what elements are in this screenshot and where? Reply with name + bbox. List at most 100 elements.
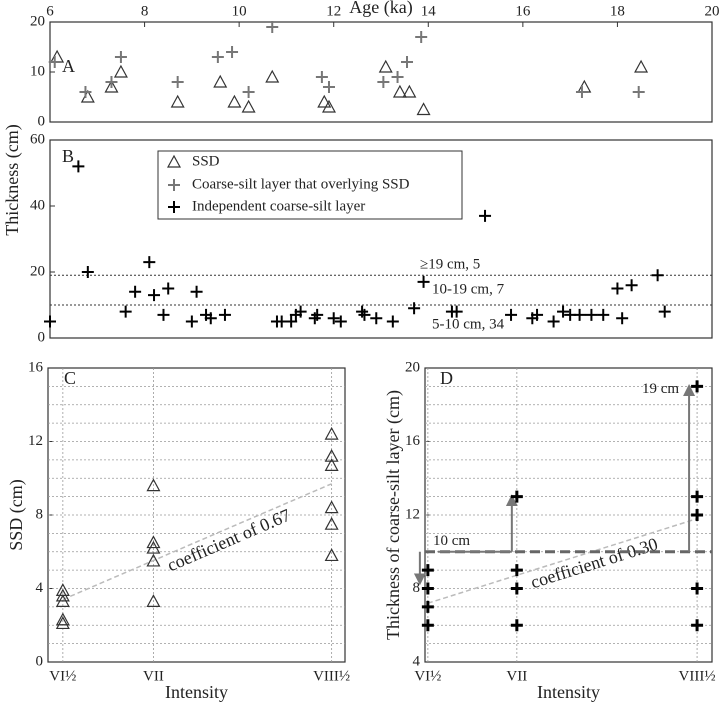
plus-point — [114, 51, 127, 63]
y-tick-label: 16 — [28, 359, 44, 375]
legend-label: Independent coarse-silt layer — [192, 198, 365, 214]
trend-line — [62, 483, 332, 601]
plus-point — [386, 315, 399, 328]
x-tick-label: 10 — [232, 3, 247, 19]
plus-point — [190, 285, 203, 298]
triangle-point — [416, 102, 431, 116]
plus-point — [510, 582, 523, 595]
arrow-label: 19 cm — [642, 381, 679, 397]
legend-box — [157, 150, 463, 220]
plus-point — [531, 308, 544, 321]
plus-point — [408, 302, 421, 315]
plus-point — [391, 71, 404, 83]
plus-point — [79, 86, 92, 98]
plus-point — [211, 51, 224, 63]
y-tick-label: 60 — [30, 131, 45, 147]
plus-point — [72, 160, 85, 173]
triangle-point — [324, 500, 339, 514]
plus-point — [691, 509, 704, 521]
x-tick-label: 6 — [46, 3, 54, 19]
x-tick-label: 8 — [141, 3, 149, 19]
panel-letter: C — [64, 368, 76, 388]
plus-point — [510, 490, 523, 503]
triangle-point — [113, 64, 128, 78]
plus-point — [415, 31, 428, 43]
triangle-point — [324, 426, 339, 440]
y-tick-label: 0 — [36, 653, 44, 669]
plus-point — [573, 308, 586, 321]
x-tick-label: VIII½ — [313, 668, 350, 684]
triangle-point — [265, 69, 280, 83]
plus-point — [510, 619, 523, 632]
annotation: 10-19 cm, 7 — [432, 282, 505, 298]
legend-marker — [168, 179, 180, 191]
y-tick-label: 8 — [413, 580, 421, 596]
plot-frame — [49, 139, 713, 339]
triangle-point — [324, 448, 339, 462]
triangle-point — [634, 59, 649, 73]
plus-point — [157, 308, 170, 321]
plus-point — [479, 209, 492, 222]
y-axis-label: Thickness (cm) — [2, 124, 23, 235]
plus-point — [358, 308, 371, 321]
plus-point — [48, 56, 61, 68]
plus-point — [285, 315, 298, 328]
plus-point — [171, 76, 184, 88]
plus-point — [547, 315, 560, 328]
plus-point — [119, 305, 132, 318]
x-tick-label: 16 — [515, 3, 531, 19]
x-axis-label: Intensity — [165, 682, 228, 702]
legend-label: Coarse-silt layer that overlying SSD — [192, 176, 410, 192]
y-tick-label: 12 — [28, 433, 43, 449]
plus-point — [421, 582, 434, 595]
plus-point — [218, 308, 231, 321]
plus-point — [611, 282, 624, 295]
trend-label: coefficient of 0.30 — [528, 534, 660, 593]
triangle-point — [392, 84, 407, 98]
legend-marker — [168, 201, 180, 213]
plus-point — [44, 315, 56, 328]
plus-point — [322, 81, 335, 93]
triangle-point — [241, 99, 256, 113]
y-tick-label: 4 — [36, 580, 44, 596]
triangle-point — [55, 612, 70, 626]
panel-letter: A — [62, 56, 75, 76]
plus-point — [370, 312, 383, 325]
y-axis-label: SSD (cm) — [6, 479, 27, 551]
plus-point — [658, 305, 671, 318]
y-axis-label: Thickness of coarse-silt layer (cm) — [383, 390, 404, 640]
triangle-point — [55, 616, 70, 630]
plus-point — [421, 564, 434, 577]
plus-point — [616, 312, 629, 325]
triangle-point — [227, 94, 242, 108]
threshold-label: 10 cm — [433, 533, 470, 549]
plus-point — [421, 619, 434, 632]
plus-point — [185, 315, 198, 328]
plus-point — [315, 71, 328, 83]
plus-point — [651, 269, 664, 282]
y-tick-label: 0 — [38, 113, 46, 129]
triangle-point — [146, 478, 161, 492]
plus-point — [148, 289, 161, 302]
triangle-point — [577, 79, 592, 93]
y-tick-label: 8 — [36, 506, 44, 522]
x-tick-label: VII — [143, 668, 164, 684]
plus-point — [377, 76, 390, 88]
y-tick-label: 20 — [405, 359, 420, 375]
annotation: ≥19 cm, 5 — [420, 257, 480, 273]
plus-point — [162, 282, 175, 295]
x-tick-label: 14 — [421, 3, 437, 19]
triangle-point — [317, 94, 332, 108]
plus-point — [311, 308, 324, 321]
triangle-point — [402, 84, 417, 98]
plus-point — [105, 76, 118, 88]
x-tick-label: VI½ — [414, 668, 441, 684]
plus-point — [81, 266, 94, 278]
plus-point — [691, 490, 704, 503]
plot-frame — [424, 367, 713, 663]
x-tick-label: VIII½ — [679, 668, 716, 684]
y-tick-label: 4 — [413, 653, 421, 669]
plus-point — [597, 308, 610, 321]
triangle-point — [55, 583, 70, 596]
